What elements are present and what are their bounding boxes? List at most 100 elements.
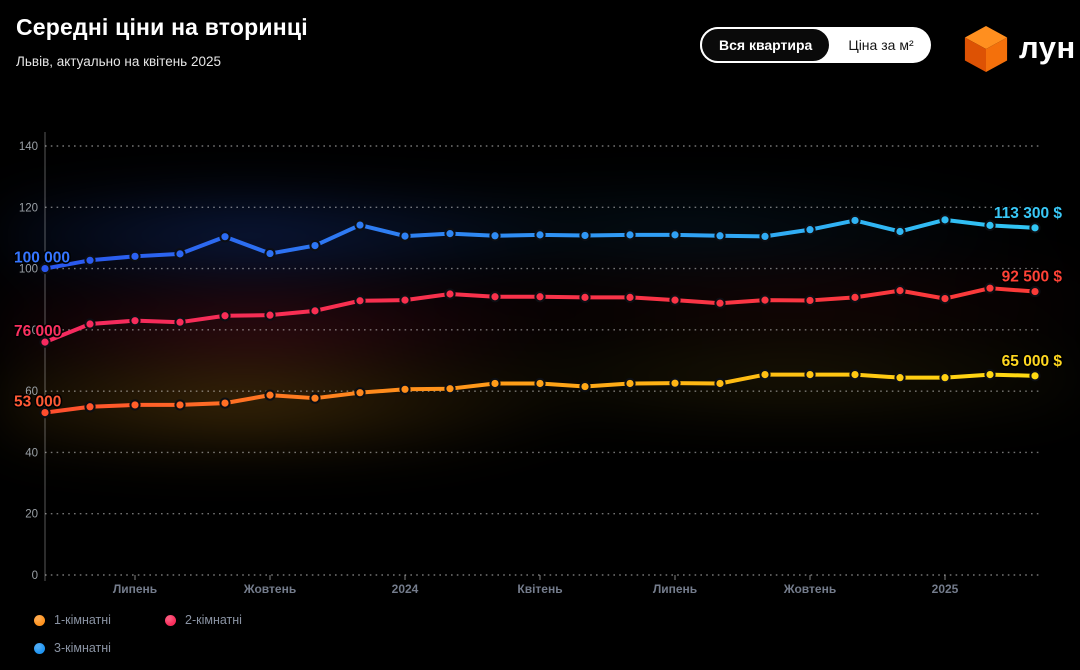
series-start-label: 53 000 xyxy=(14,394,61,411)
data-point[interactable] xyxy=(174,399,186,411)
x-axis-tick-label: 2024 xyxy=(392,582,419,596)
data-point[interactable] xyxy=(489,230,501,242)
data-point[interactable] xyxy=(39,406,51,419)
data-point[interactable] xyxy=(669,229,681,241)
data-point[interactable] xyxy=(84,318,96,330)
chart-legend: 1-кімнатні 2-кімнатні 3-кімнатні xyxy=(34,606,296,662)
data-point[interactable] xyxy=(939,372,951,384)
lun-logo-text: лун xyxy=(1019,29,1076,65)
y-axis-tick-label: 20 xyxy=(25,509,38,521)
data-point[interactable] xyxy=(804,224,816,236)
series-end-label: 113 300 $ xyxy=(994,205,1062,222)
data-point[interactable] xyxy=(174,248,186,260)
data-point[interactable] xyxy=(129,250,141,262)
data-point[interactable] xyxy=(219,231,231,243)
data-point[interactable] xyxy=(39,336,51,348)
y-axis-tick-label: 140 xyxy=(19,141,38,153)
data-point[interactable] xyxy=(1029,370,1041,382)
data-point[interactable] xyxy=(894,372,906,384)
series-line-3-кімнатні xyxy=(43,217,1037,271)
price-mode-toggle[interactable]: Вся квартира Ціна за м² xyxy=(700,27,931,63)
data-point[interactable] xyxy=(939,293,951,305)
x-axis-tick-label: Жовтень xyxy=(243,582,296,596)
data-point[interactable] xyxy=(669,294,681,306)
data-point[interactable] xyxy=(894,285,906,297)
legend-dot-3-room-icon xyxy=(34,642,45,654)
data-point[interactable] xyxy=(264,389,276,401)
data-point[interactable] xyxy=(849,214,861,227)
y-axis-tick-label: 80 xyxy=(25,325,38,337)
data-point[interactable] xyxy=(309,392,321,404)
data-point[interactable] xyxy=(849,368,861,381)
data-point[interactable] xyxy=(399,230,411,242)
data-point[interactable] xyxy=(669,377,681,389)
data-point[interactable] xyxy=(354,295,366,307)
data-point[interactable] xyxy=(309,305,321,317)
data-point[interactable] xyxy=(39,262,51,275)
data-point[interactable] xyxy=(264,309,276,321)
data-point[interactable] xyxy=(354,219,366,231)
data-point[interactable] xyxy=(714,377,726,390)
x-axis-tick-label: Жовтень xyxy=(783,582,836,596)
data-point[interactable] xyxy=(624,377,636,390)
data-point[interactable] xyxy=(219,397,231,409)
data-point[interactable] xyxy=(984,282,996,294)
data-point[interactable] xyxy=(759,294,771,306)
data-point[interactable] xyxy=(489,377,501,390)
data-point[interactable] xyxy=(129,315,141,327)
toggle-option-whole-flat[interactable]: Вся квартира xyxy=(700,27,832,63)
toggle-option-price-per-m2[interactable]: Ціна за м² xyxy=(848,37,914,53)
data-point[interactable] xyxy=(264,247,276,260)
data-point[interactable] xyxy=(714,230,726,242)
y-axis-tick-label: 0 xyxy=(32,570,38,582)
data-point[interactable] xyxy=(714,297,726,309)
data-point[interactable] xyxy=(804,368,816,381)
data-point[interactable] xyxy=(174,316,186,328)
data-point[interactable] xyxy=(129,399,141,411)
data-point[interactable] xyxy=(84,401,96,413)
data-point[interactable] xyxy=(939,214,951,226)
data-point[interactable] xyxy=(579,380,591,393)
x-axis-tick-label: Липень xyxy=(653,582,697,596)
data-point[interactable] xyxy=(354,387,366,399)
data-point[interactable] xyxy=(849,291,861,303)
data-point[interactable] xyxy=(444,383,456,395)
data-point[interactable] xyxy=(534,291,546,303)
data-point[interactable] xyxy=(1029,222,1041,234)
page-subtitle: Львів, актуально на квітень 2025 xyxy=(16,54,221,69)
legend-dot-2-room-icon xyxy=(165,614,176,626)
legend-item-1-room[interactable]: 1-кімнатні xyxy=(34,613,165,627)
series-start-label: 100 000 xyxy=(14,250,70,267)
data-point[interactable] xyxy=(759,230,771,242)
series-points-3-кімнатні xyxy=(39,214,1041,275)
data-point[interactable] xyxy=(804,294,816,307)
data-point[interactable] xyxy=(984,219,996,231)
data-point[interactable] xyxy=(894,225,906,238)
legend-item-2-room[interactable]: 2-кімнатні xyxy=(165,613,296,627)
series-start-label: 76 000 xyxy=(14,323,61,340)
data-point[interactable] xyxy=(399,294,411,306)
data-point[interactable] xyxy=(444,228,456,240)
y-axis-tick-label: 40 xyxy=(25,447,38,459)
data-point[interactable] xyxy=(534,377,546,390)
data-point[interactable] xyxy=(399,383,411,395)
data-point[interactable] xyxy=(1029,285,1041,298)
data-point[interactable] xyxy=(759,368,771,381)
data-point[interactable] xyxy=(309,239,321,252)
data-point[interactable] xyxy=(579,229,591,242)
data-point[interactable] xyxy=(219,310,231,322)
data-point[interactable] xyxy=(624,291,636,303)
data-point[interactable] xyxy=(624,229,636,241)
legend-label-1-room: 1-кімнатні xyxy=(54,613,111,627)
data-point[interactable] xyxy=(84,254,96,266)
legend-item-3-room[interactable]: 3-кімнатні xyxy=(34,641,165,655)
page-title: Середні ціни на вторинці xyxy=(16,14,308,40)
data-point[interactable] xyxy=(534,229,546,241)
data-point[interactable] xyxy=(444,288,456,300)
x-axis-tick-label: Липень xyxy=(113,582,157,596)
data-point[interactable] xyxy=(579,291,591,303)
data-point[interactable] xyxy=(984,368,996,381)
series-points-1-кімнатні xyxy=(39,368,1041,419)
data-point[interactable] xyxy=(489,291,501,303)
